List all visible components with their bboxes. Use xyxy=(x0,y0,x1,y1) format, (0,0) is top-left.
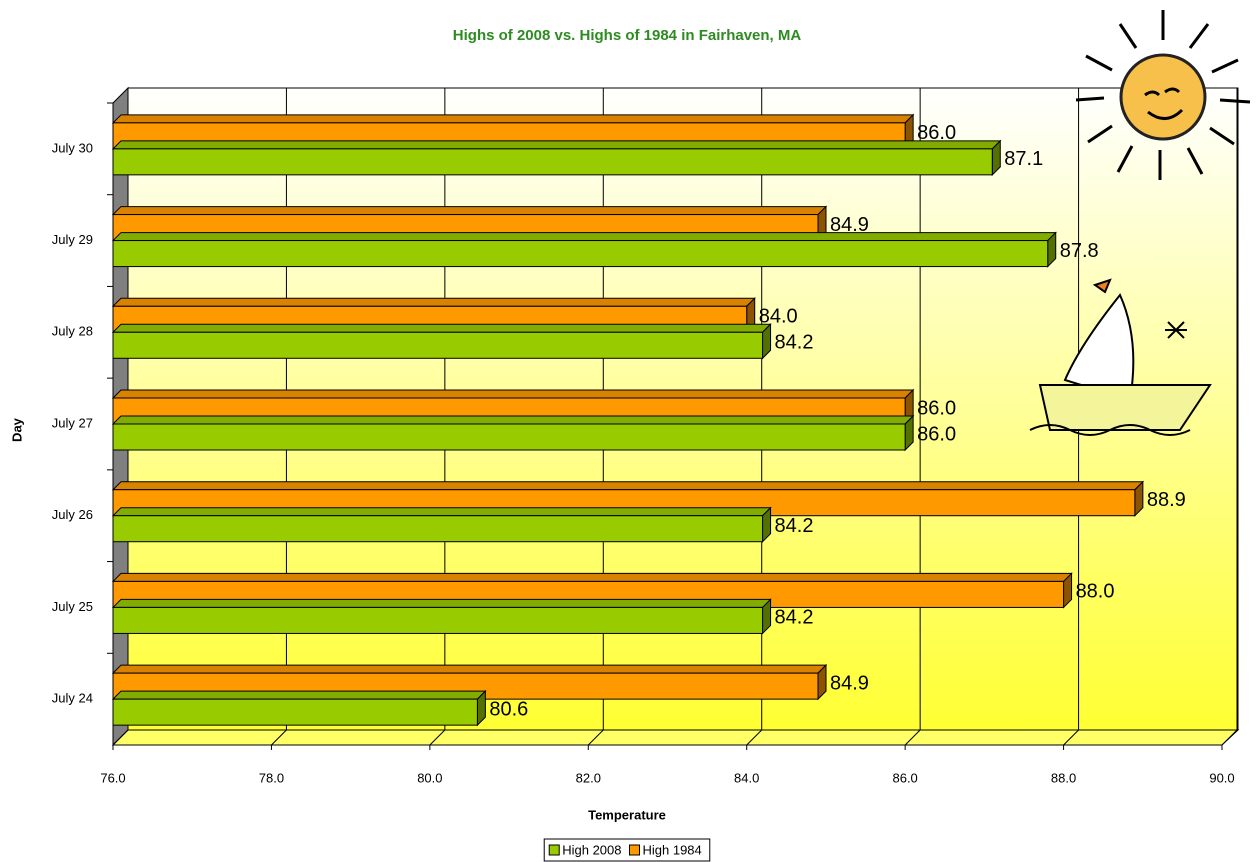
x-tick-label: 78.0 xyxy=(259,770,284,785)
floor xyxy=(113,730,1238,745)
x-tick-label: 80.0 xyxy=(417,770,442,785)
bar-top xyxy=(113,324,771,332)
bar-top xyxy=(113,115,913,123)
bar-top xyxy=(113,298,755,306)
x-tick-label: 90.0 xyxy=(1209,770,1234,785)
bar xyxy=(113,149,992,175)
bar-top xyxy=(113,141,1000,149)
y-tick-label: July 29 xyxy=(52,232,93,247)
x-tick-label: 86.0 xyxy=(892,770,917,785)
bar-top xyxy=(113,508,771,516)
bar-top xyxy=(113,691,485,699)
legend-swatch xyxy=(630,845,640,855)
bar-top xyxy=(113,233,1056,241)
bar-top xyxy=(113,207,826,215)
y-axis-label: Day xyxy=(9,417,24,442)
bar xyxy=(113,699,477,725)
y-tick-label: July 28 xyxy=(52,324,93,339)
bar-top xyxy=(113,482,1143,490)
bar-top xyxy=(113,599,771,607)
data-label: 86.0 xyxy=(917,423,956,445)
x-tick-label: 84.0 xyxy=(734,770,759,785)
data-label: 84.2 xyxy=(775,515,814,537)
data-label: 87.8 xyxy=(1060,240,1099,262)
data-label: 80.6 xyxy=(489,698,528,720)
bar xyxy=(113,241,1048,267)
bar xyxy=(113,424,905,450)
legend: High 2008 High 1984 xyxy=(544,839,710,861)
data-label: 84.2 xyxy=(775,607,814,629)
data-label: 84.2 xyxy=(775,332,814,354)
data-label: 87.1 xyxy=(1004,148,1043,170)
bar-top xyxy=(113,416,913,424)
legend-label: High 2008 xyxy=(562,842,621,857)
x-axis-label: Temperature xyxy=(588,807,666,822)
y-tick-label: July 25 xyxy=(52,599,93,614)
data-label: 86.0 xyxy=(917,397,956,419)
bar-top xyxy=(113,390,913,398)
y-tick-label: July 27 xyxy=(52,415,93,430)
x-tick-label: 76.0 xyxy=(100,770,125,785)
bar xyxy=(113,332,763,358)
bar-top xyxy=(113,573,1072,581)
data-label: 88.9 xyxy=(1147,489,1186,511)
data-label: 84.9 xyxy=(830,672,869,694)
bar xyxy=(113,516,763,542)
x-tick-label: 82.0 xyxy=(576,770,601,785)
chart-title: Highs of 2008 vs. Highs of 1984 in Fairh… xyxy=(453,27,802,44)
y-tick-label: July 26 xyxy=(52,507,93,522)
x-tick-label: 88.0 xyxy=(1051,770,1076,785)
bar xyxy=(113,607,763,633)
bar-top xyxy=(113,665,826,673)
data-label: 88.0 xyxy=(1076,581,1115,603)
chart: 84.9 80.6 88.0 84.2 88.9 84.2 86.0 86.0 84.0 84.2… xyxy=(0,0,1257,862)
y-tick-label: July 30 xyxy=(52,140,93,155)
legend-swatch xyxy=(549,845,559,855)
legend-label: High 1984 xyxy=(643,842,702,857)
y-tick-label: July 24 xyxy=(52,691,93,706)
